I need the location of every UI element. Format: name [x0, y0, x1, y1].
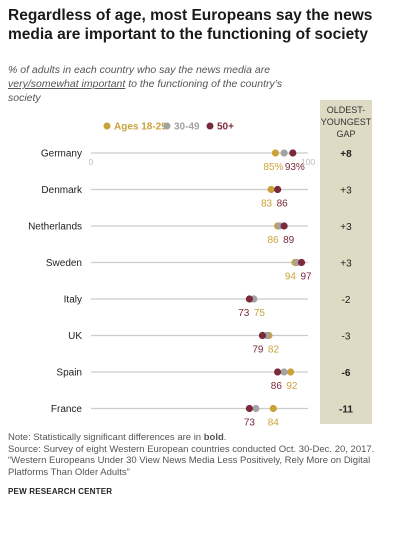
x-tick-label-100: 100 [301, 157, 315, 167]
dot-age_18_29 [271, 149, 280, 157]
gap-value: +8 [340, 149, 352, 160]
value-label-age_18_29: 85% [263, 162, 283, 173]
gap-value: -6 [342, 368, 351, 379]
subtitle-emphasis: very/somewhat important [8, 78, 126, 90]
value-label-age_50_plus: 73 [238, 308, 250, 319]
gap-header-line: OLDEST- [327, 105, 366, 115]
value-label-age_18_29: 83 [261, 199, 273, 210]
country-label: Sweden [46, 258, 82, 269]
gap-column-background [320, 100, 372, 424]
value-label-age_50_plus: 97 [300, 272, 312, 283]
chart-subtitle: % of adults in each country who say the … [8, 63, 308, 105]
gap-value: -2 [342, 295, 351, 306]
value-label-age_18_29: 84 [268, 418, 280, 429]
value-label-age_18_29: 75 [254, 308, 266, 319]
dot-age_30_49 [252, 404, 260, 413]
gap-value: +3 [340, 259, 352, 270]
note-text: Note: Statistically significant differen… [8, 432, 393, 444]
source-organization: PEW RESEARCH CENTER [8, 487, 113, 496]
legend-label-age_30_49: 30-49 [174, 122, 200, 133]
value-label-age_18_29: 92 [286, 381, 298, 392]
x-tick-label-0: 0 [89, 157, 94, 167]
subtitle-after: to the functioning of the country’s soci… [8, 78, 283, 104]
gap-value: +3 [340, 222, 352, 233]
value-label-age_50_plus: 89 [283, 235, 295, 246]
legend-marker-age_50_plus [206, 122, 214, 130]
gap-header-line: YOUNGEST [321, 117, 372, 127]
dot-age_30_49 [280, 368, 288, 376]
note-after: . [223, 432, 227, 443]
dot-age_50_plus [274, 368, 282, 376]
source-text: Source: Survey of eight Western European… [8, 443, 375, 455]
value-label-age_18_29: 94 [285, 272, 297, 283]
dot-chart: OLDEST- YOUNGEST GAP Ages 18-29 30-49 50+ Germ… [28, 100, 372, 429]
notes: Note: Statistically significant differen… [8, 432, 393, 478]
country-label: UK [68, 331, 82, 342]
gap-value: +3 [340, 186, 352, 197]
country-label: France [51, 404, 83, 415]
dot-age_50_plus [280, 222, 288, 230]
note-before: Note: Statistically significant differen… [8, 432, 204, 443]
dot-age_50_plus [297, 258, 306, 267]
legend-label-age_50_plus: 50+ [217, 122, 234, 133]
dot-age_50_plus [245, 404, 254, 413]
chart-title: Regardless of age, most Europeans say th… [8, 7, 373, 43]
value-label-age_50_plus: 73 [244, 418, 256, 429]
value-label-age_18_29: 82 [268, 345, 280, 356]
value-label-age_50_plus: 86 [277, 199, 289, 210]
value-label-age_50_plus: 79 [252, 345, 264, 356]
dot-age_50_plus [258, 331, 267, 340]
country-label: Denmark [41, 185, 83, 196]
country-label: Netherlands [28, 222, 82, 233]
value-label-age_50_plus: 93% [285, 162, 305, 173]
dot-age_18_29 [269, 404, 277, 413]
gap-value: -3 [342, 332, 351, 343]
dot-age_50_plus [274, 185, 282, 194]
legend-label-age_18_29: Ages 18-29 [114, 122, 167, 133]
value-label-age_18_29: 86 [268, 235, 280, 246]
gap-header-line: GAP [336, 129, 355, 139]
gap-value: -11 [339, 405, 353, 416]
legend-marker-age_18_29 [103, 122, 111, 130]
dot-age_18_29 [267, 185, 275, 194]
dot-age_50_plus [245, 295, 254, 303]
country-label: Spain [56, 368, 82, 379]
dot-age_30_49 [280, 149, 288, 157]
country-label: Italy [64, 295, 82, 306]
report-title: “Western Europeans Under 30 View News Me… [8, 455, 371, 478]
country-label: Germany [41, 149, 82, 160]
dot-age_50_plus [289, 149, 297, 157]
dot-age_18_29 [287, 368, 295, 376]
legend-marker-age_30_49 [163, 122, 171, 130]
note-bold: bold [203, 432, 224, 443]
subtitle-before: % of adults in each country who say the … [8, 64, 271, 76]
value-label-age_50_plus: 86 [271, 381, 283, 392]
